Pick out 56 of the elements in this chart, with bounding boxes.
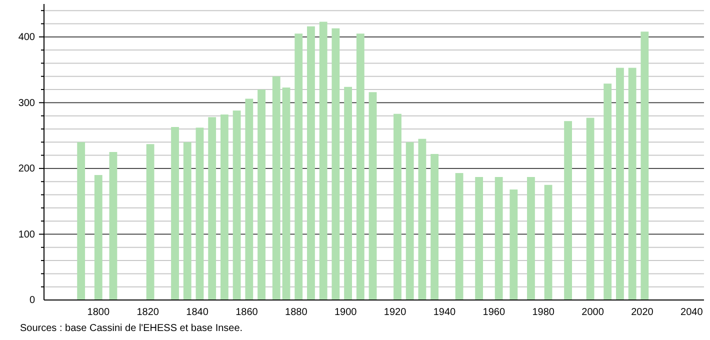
bar	[94, 175, 102, 300]
bar	[418, 138, 426, 300]
bar	[455, 173, 464, 300]
bar	[544, 184, 552, 300]
bar	[109, 152, 118, 300]
bar	[356, 34, 364, 300]
x-tick-label: 1940	[433, 307, 456, 318]
x-tick-label: 1800	[87, 307, 110, 318]
bar	[406, 142, 414, 300]
x-tick-label: 1860	[236, 307, 258, 318]
bar	[510, 189, 518, 300]
x-tick-label: 2040	[680, 307, 704, 318]
bar	[171, 127, 179, 300]
bar	[196, 128, 204, 300]
bar	[77, 142, 86, 300]
bar	[183, 142, 192, 300]
bar	[430, 154, 439, 300]
bar	[232, 110, 241, 300]
y-tick-label: 0	[29, 295, 36, 306]
y-tick-label: 200	[18, 164, 36, 175]
bar	[628, 68, 636, 300]
bar	[604, 84, 612, 300]
bar	[494, 176, 503, 300]
bar	[640, 32, 649, 300]
x-tick-label: 1920	[384, 307, 407, 318]
x-tick-label: 1840	[186, 307, 209, 318]
bar	[344, 86, 352, 300]
x-tick-label: 1820	[136, 307, 160, 318]
bar	[616, 68, 624, 300]
y-tick-label: 300	[18, 98, 36, 109]
x-tick-label: 1960	[482, 307, 506, 318]
bar	[394, 114, 402, 300]
bar	[146, 144, 154, 300]
y-tick-label: 400	[18, 32, 36, 44]
bar	[294, 34, 303, 300]
bar	[220, 114, 228, 300]
bar	[282, 88, 290, 300]
bar	[258, 90, 266, 300]
x-tick-label: 1980	[532, 307, 555, 318]
bar	[564, 121, 572, 300]
bar	[208, 117, 216, 300]
bar	[332, 28, 340, 300]
source-note: Sources : base Cassini de l'EHESS et base Insee.	[20, 323, 243, 334]
bar	[307, 26, 315, 300]
bar	[368, 92, 377, 300]
bar	[272, 76, 280, 300]
y-tick-label: 100	[18, 229, 36, 240]
bar	[527, 176, 535, 300]
x-tick-label: 1900	[334, 307, 358, 318]
bar	[245, 98, 254, 300]
x-tick-label: 2000	[582, 307, 604, 318]
bar	[319, 22, 328, 300]
x-tick-label: 1880	[285, 307, 308, 318]
bar	[475, 176, 484, 300]
bar	[586, 118, 594, 300]
x-tick-label: 2020	[631, 307, 654, 318]
